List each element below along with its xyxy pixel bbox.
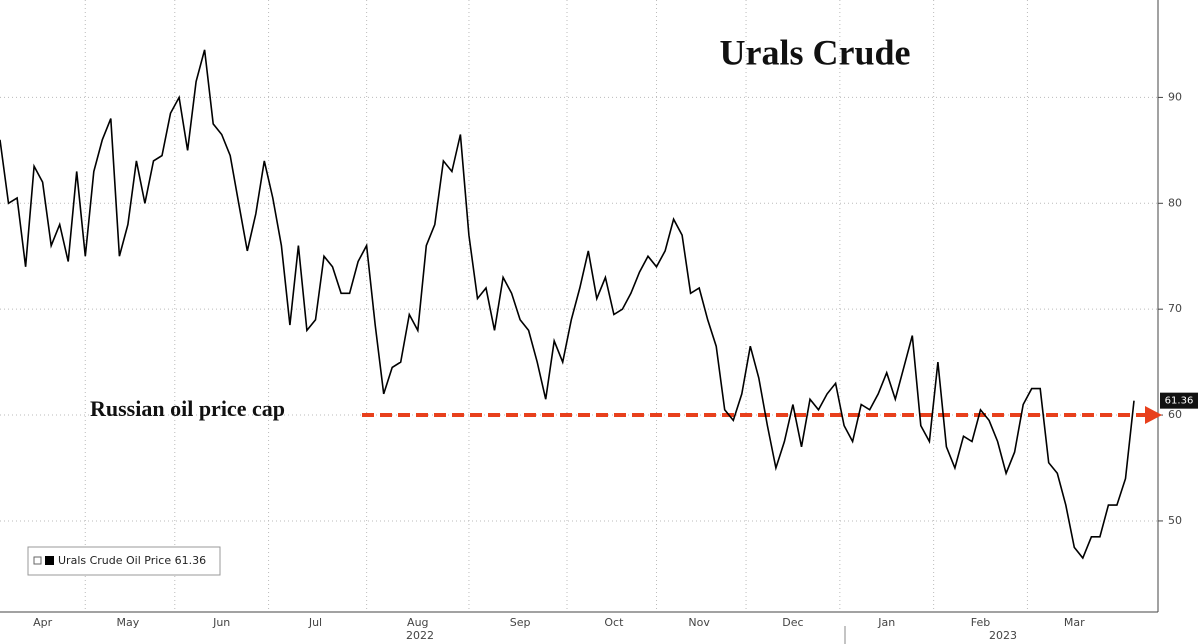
y-tick-label: 60 (1168, 408, 1182, 421)
x-tick-label: Apr (33, 616, 53, 629)
legend-value: 61.36 (175, 554, 207, 567)
price-cap-arrow (1145, 406, 1162, 425)
price-line (0, 49, 1135, 560)
x-tick-label: Mar (1064, 616, 1085, 629)
x-tick-label: Dec (782, 616, 803, 629)
last-value-label: 61.36 (1165, 396, 1194, 407)
legend-label: Urals Crude Oil Price 61.36 (58, 554, 206, 567)
x-tick-label: Nov (688, 616, 710, 629)
y-tick-label: 80 (1168, 196, 1182, 209)
x-tick-label: Jan (877, 616, 895, 629)
x-tick-label: Sep (510, 616, 531, 629)
x-tick-label: Aug (407, 616, 428, 629)
x-tick-label: Feb (971, 616, 990, 629)
price-cap-label: Russian oil price cap (90, 396, 285, 421)
y-tick-label: 70 (1168, 302, 1182, 315)
legend-swatch (45, 556, 54, 565)
x-tick-label: May (117, 616, 140, 629)
year-label: 2022 (406, 629, 434, 642)
y-tick-label: 50 (1168, 514, 1182, 527)
year-label: 2023 (989, 629, 1017, 642)
legend-box (27, 546, 221, 576)
x-tick-label: Oct (604, 616, 624, 629)
last-value-box (1160, 392, 1198, 409)
chart-title: Urals Crude (720, 32, 911, 72)
y-tick-label: 90 (1168, 90, 1182, 103)
legend-name: Urals Crude Oil Price (58, 554, 171, 567)
x-tick-label: Jul (308, 616, 322, 629)
x-tick-label: Jun (212, 616, 230, 629)
legend-icon-outline (33, 556, 42, 565)
